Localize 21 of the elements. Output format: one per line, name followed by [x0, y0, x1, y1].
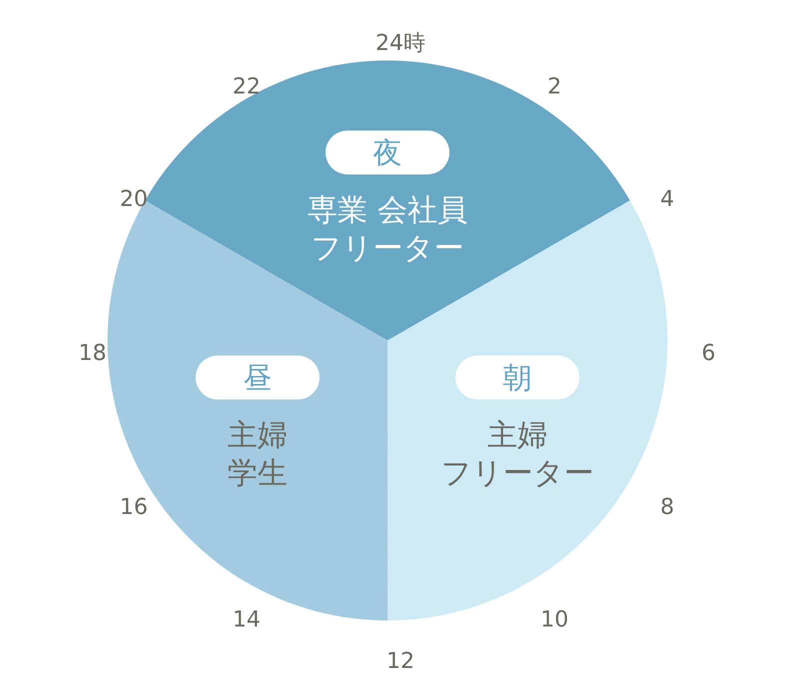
slice-label: 昼 [243, 360, 272, 395]
text: 12 [386, 649, 415, 674]
text: 8 [660, 495, 674, 520]
text: 22 [232, 74, 261, 100]
text: 14 [232, 608, 261, 633]
slice-label: 朝 [502, 360, 532, 394]
text: 主婦 [487, 418, 548, 453]
text: 16 [120, 495, 148, 520]
text: フリーター [310, 231, 464, 266]
text: 主婦 [228, 418, 288, 454]
text: 2 [548, 74, 562, 100]
slice-label: 夜 [372, 136, 402, 170]
text: 10 [540, 608, 569, 633]
text: 20 [120, 187, 148, 212]
text: 学生 [228, 456, 288, 492]
text: 24時 [376, 31, 426, 56]
text: フリーター [440, 456, 594, 491]
text: 18 [78, 341, 107, 366]
text: 専業 会社員 [308, 193, 468, 228]
text: 6 [702, 341, 716, 366]
text: 4 [660, 187, 674, 212]
